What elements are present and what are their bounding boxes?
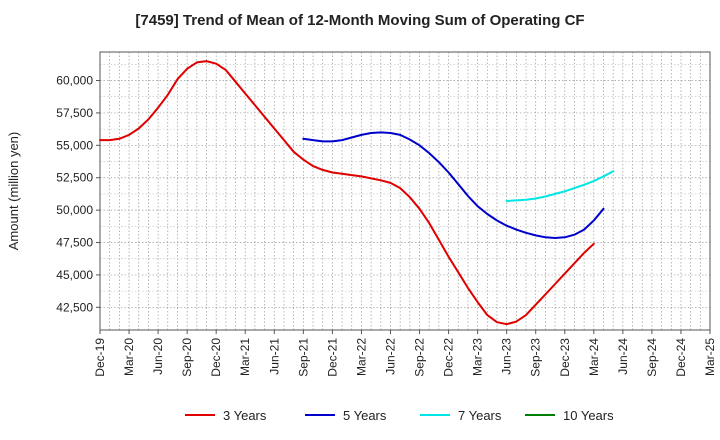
series-line-7-years (505, 170, 615, 202)
chart-title: [7459] Trend of Mean of 12-Month Moving … (135, 12, 585, 29)
x-tick-label: Mar-24 (587, 338, 601, 376)
x-tick-label: Dec-20 (209, 338, 223, 377)
legend-label-10-years: 10 Years (563, 408, 614, 423)
y-tick-label: 47,500 (56, 236, 93, 250)
x-tick-label: Mar-21 (238, 338, 252, 376)
x-tick-label: Jun-22 (383, 338, 397, 375)
x-tick-label: Sep-20 (180, 338, 194, 377)
x-tick-label: Dec-23 (558, 338, 572, 377)
x-tick-label: Sep-21 (296, 338, 310, 377)
legend-label-7-years: 7 Years (458, 408, 502, 423)
x-tick-label: Jun-21 (267, 338, 281, 375)
legend-label-3-years: 3 Years (223, 408, 267, 423)
x-tick-label: Dec-21 (325, 338, 339, 377)
y-tick-label: 42,500 (56, 300, 93, 314)
x-tick-label: Dec-19 (93, 338, 107, 377)
x-tick-label: Sep-23 (529, 338, 543, 377)
x-tick-label: Dec-24 (674, 338, 688, 377)
y-tick-label: 52,500 (56, 171, 93, 185)
y-axis-title: Amount (million yen) (6, 132, 21, 251)
x-tick-label: Jun-23 (500, 338, 514, 375)
plot-area-frame (99, 51, 711, 331)
y-tick-label: 55,000 (56, 138, 93, 152)
series-lines (99, 60, 615, 326)
x-tick-label: Sep-24 (645, 338, 659, 377)
y-tick-label: 60,000 (56, 74, 93, 88)
x-tick-label: Mar-23 (471, 338, 485, 376)
series-line-3-years (99, 60, 595, 326)
y-tick-label: 57,500 (56, 106, 93, 120)
grid (99, 52, 711, 330)
x-tick-label: Mar-20 (122, 338, 136, 376)
x-tick-label: Mar-22 (354, 338, 368, 376)
y-tick-label: 45,000 (56, 268, 93, 282)
legend-label-5-years: 5 Years (343, 408, 387, 423)
legend: 3 Years 5 Years 7 Years 10 Years (185, 408, 614, 423)
y-tick-label: 50,000 (56, 203, 93, 217)
x-tick-label: Jun-20 (151, 338, 165, 375)
x-axis-ticks: Dec-19 Mar-20 Jun-20 Sep-20 Dec-20 Mar-21 Jun-… (93, 330, 717, 377)
x-tick-label: Jun-24 (616, 338, 630, 375)
x-tick-label: Mar-25 (703, 338, 717, 376)
x-tick-label: Sep-22 (413, 338, 427, 377)
series-line-5-years (302, 131, 605, 239)
x-tick-label: Dec-22 (442, 338, 456, 377)
y-axis-ticks: 42,500 45,000 47,500 50,000 52,500 55,000 57,5… (56, 74, 100, 314)
